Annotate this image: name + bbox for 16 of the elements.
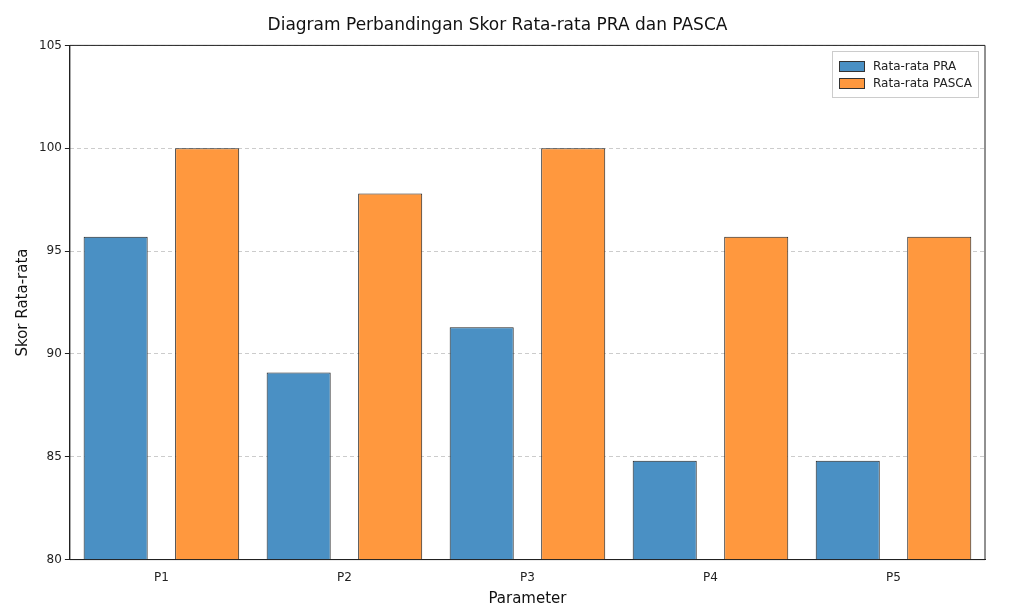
x-tick-label: P3	[520, 569, 535, 584]
y-tick-label: 100	[39, 140, 62, 155]
y-tick-label: 85	[46, 448, 62, 463]
legend-label: Rata-rata PASCA	[873, 76, 972, 91]
x-axis-title: Parameter	[488, 588, 568, 607]
x-tick-label: P1	[153, 569, 169, 584]
y-tick-label: 105	[39, 37, 62, 52]
chart-title: Diagram Perbandingan Skor Rata-rata PRA dan PASCA	[267, 13, 728, 34]
y-axis-title: Skor Rata-rata	[12, 248, 31, 357]
x-tick-label: P5	[886, 569, 901, 584]
x-tick-label: P2	[337, 569, 352, 584]
y-tick-label: 95	[46, 243, 62, 258]
x-tick-label: P4	[703, 569, 718, 584]
y-tick-label: 90	[46, 346, 62, 361]
y-tick-label: 80	[46, 551, 62, 566]
legend-label: Rata-rata PRA	[873, 59, 957, 74]
